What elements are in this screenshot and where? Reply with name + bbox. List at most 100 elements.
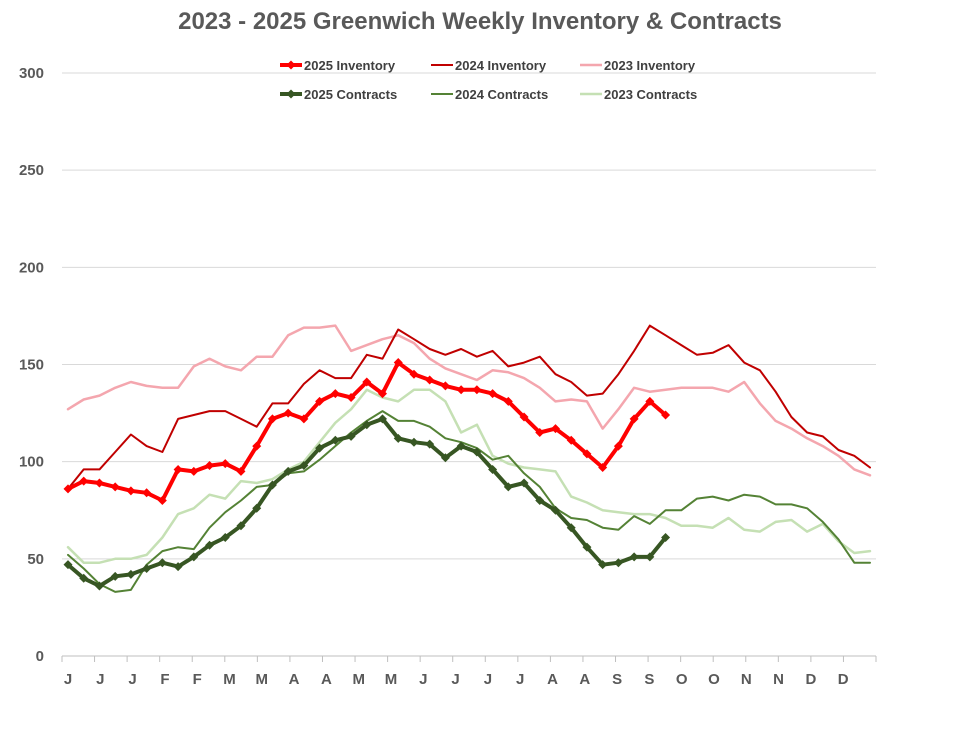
data-point [205, 540, 215, 550]
data-point [519, 478, 529, 488]
data-point [535, 428, 545, 438]
data-point [598, 462, 608, 472]
legend-label: 2025 Contracts [304, 87, 397, 102]
data-point [94, 478, 104, 488]
x-tick-label: O [708, 671, 720, 688]
series-line-2024-contracts [67, 410, 871, 593]
data-point [378, 414, 388, 424]
data-point [252, 441, 262, 451]
series-line-2024-inventory [67, 324, 871, 490]
data-point [63, 560, 73, 570]
data-point [142, 564, 152, 574]
x-tick-label: J [484, 671, 492, 688]
data-point [582, 449, 592, 459]
data-point [598, 560, 608, 570]
y-tick-label: 0 [36, 648, 44, 665]
x-tick-label: A [321, 671, 332, 688]
data-point [393, 358, 403, 368]
data-point [299, 461, 309, 471]
x-tick-label: J [96, 671, 104, 688]
data-point [613, 558, 623, 568]
legend-label: 2023 Inventory [604, 58, 696, 73]
data-point [157, 496, 167, 506]
data-point [110, 571, 120, 581]
data-point [456, 385, 466, 395]
data-point [566, 523, 576, 533]
data-point [283, 408, 293, 418]
data-point [63, 484, 73, 494]
x-tick-label: A [289, 671, 300, 688]
x-tick-label: J [451, 671, 459, 688]
y-tick-label: 150 [19, 357, 44, 374]
data-point [550, 424, 560, 434]
legend-label: 2023 Contracts [604, 87, 697, 102]
x-tick-label: M [352, 671, 365, 688]
data-point [315, 443, 325, 453]
legend-label: 2024 Contracts [455, 87, 548, 102]
legend-label: 2025 Inventory [304, 58, 396, 73]
legend: 2025 Inventory 2024 Inventory 2023 Invento… [280, 58, 697, 102]
data-point [503, 396, 513, 406]
data-point [252, 503, 262, 513]
data-point [236, 521, 246, 531]
x-tick-label: F [193, 671, 202, 688]
data-point [79, 476, 89, 486]
data-point [425, 375, 435, 385]
y-tick-label: 200 [19, 259, 44, 276]
data-point [189, 552, 199, 562]
y-tick-label: 50 [27, 551, 44, 568]
x-tick-label: J [516, 671, 524, 688]
y-tick-label: 300 [19, 65, 44, 82]
data-point [378, 389, 388, 399]
data-point [613, 441, 623, 451]
x-tick-label: M [385, 671, 398, 688]
x-tick-label: A [579, 671, 590, 688]
data-point [393, 433, 403, 443]
data-point [346, 431, 356, 441]
data-point [472, 447, 482, 457]
data-point [330, 435, 340, 445]
data-point [629, 552, 639, 562]
data-point [519, 412, 529, 422]
y-tick-label: 250 [19, 162, 44, 179]
data-point [503, 482, 513, 492]
data-point [456, 441, 466, 451]
legend-label: 2024 Inventory [455, 58, 547, 73]
axes: 0 50 100 150 200 250 300 J J J F F M M A A M M J J J J A A S S O O N… [19, 65, 877, 688]
data-point [645, 552, 655, 562]
data-point [488, 464, 498, 474]
series-line-2023-contracts [66, 388, 872, 564]
chart-title: 2023 - 2025 Greenwich Weekly Inventory &… [178, 8, 782, 35]
x-tick-label: D [805, 671, 816, 688]
data-point [220, 532, 230, 542]
data-point [283, 466, 293, 476]
x-tick-label: A [547, 671, 558, 688]
data-point [661, 532, 671, 542]
data-point [409, 369, 419, 379]
data-point [236, 466, 246, 476]
data-point [142, 488, 152, 498]
data-point [189, 466, 199, 476]
data-point [346, 393, 356, 403]
data-point [299, 414, 309, 424]
x-tick-label: S [612, 671, 622, 688]
data-point [362, 420, 372, 430]
x-tick-label: O [676, 671, 688, 688]
data-point [362, 377, 372, 387]
data-point [566, 435, 576, 445]
x-tick-label: N [773, 671, 784, 688]
x-tick-label: J [128, 671, 136, 688]
data-point [267, 480, 277, 490]
x-tick-label: J [419, 671, 427, 688]
data-point [205, 461, 215, 471]
data-point [488, 389, 498, 399]
data-point [267, 414, 277, 424]
data-point [94, 581, 104, 591]
data-point [440, 453, 450, 463]
x-tick-label: J [64, 671, 72, 688]
data-point [330, 389, 340, 399]
x-tick-label: D [838, 671, 849, 688]
data-point [550, 505, 560, 515]
x-tick-label: M [256, 671, 269, 688]
